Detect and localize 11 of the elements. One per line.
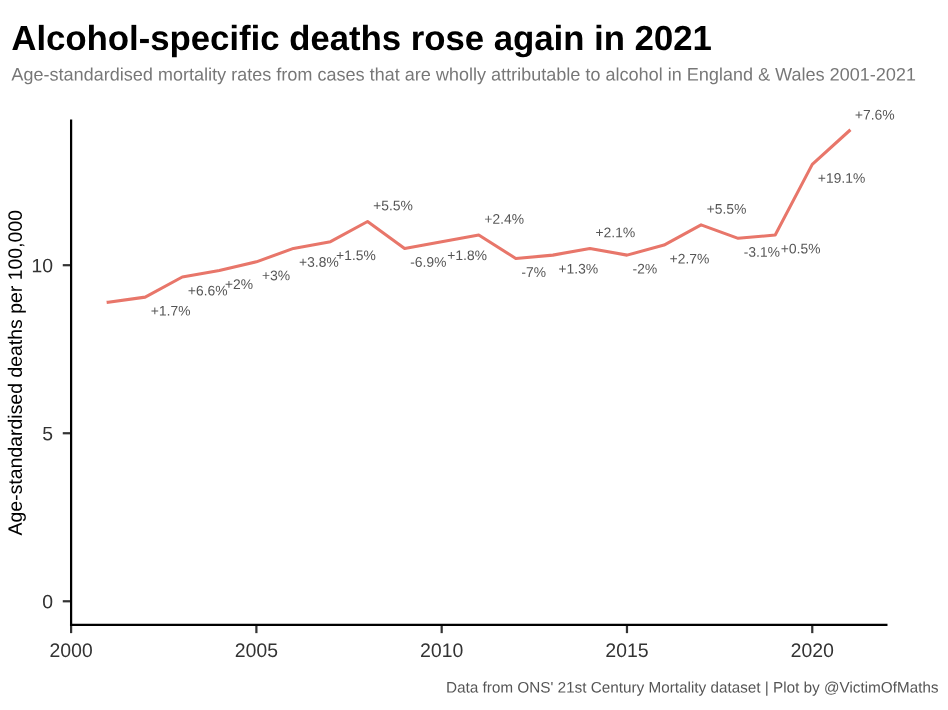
chart-subtitle: Age-standardised mortality rates from cases that are wholly attributable to alcohol in England & Wales 2001-2021 (11, 67, 916, 85)
chart-title: Alcohol-specific deaths rose again in 2021 (12, 24, 711, 58)
x-tick-label: 2020 (791, 643, 834, 658)
x-tick-label: 2000 (50, 643, 92, 658)
x-tick-label: 2005 (235, 643, 278, 658)
y-axis-title: Age-standardised deaths per 100,000 (7, 210, 26, 536)
y-tick-label: 0 (42, 594, 53, 609)
y-tick-label: 5 (43, 426, 53, 441)
x-tick-label: 2015 (606, 643, 648, 658)
y-tick-label: 10 (32, 258, 53, 273)
x-tick-label: 2010 (421, 643, 463, 658)
